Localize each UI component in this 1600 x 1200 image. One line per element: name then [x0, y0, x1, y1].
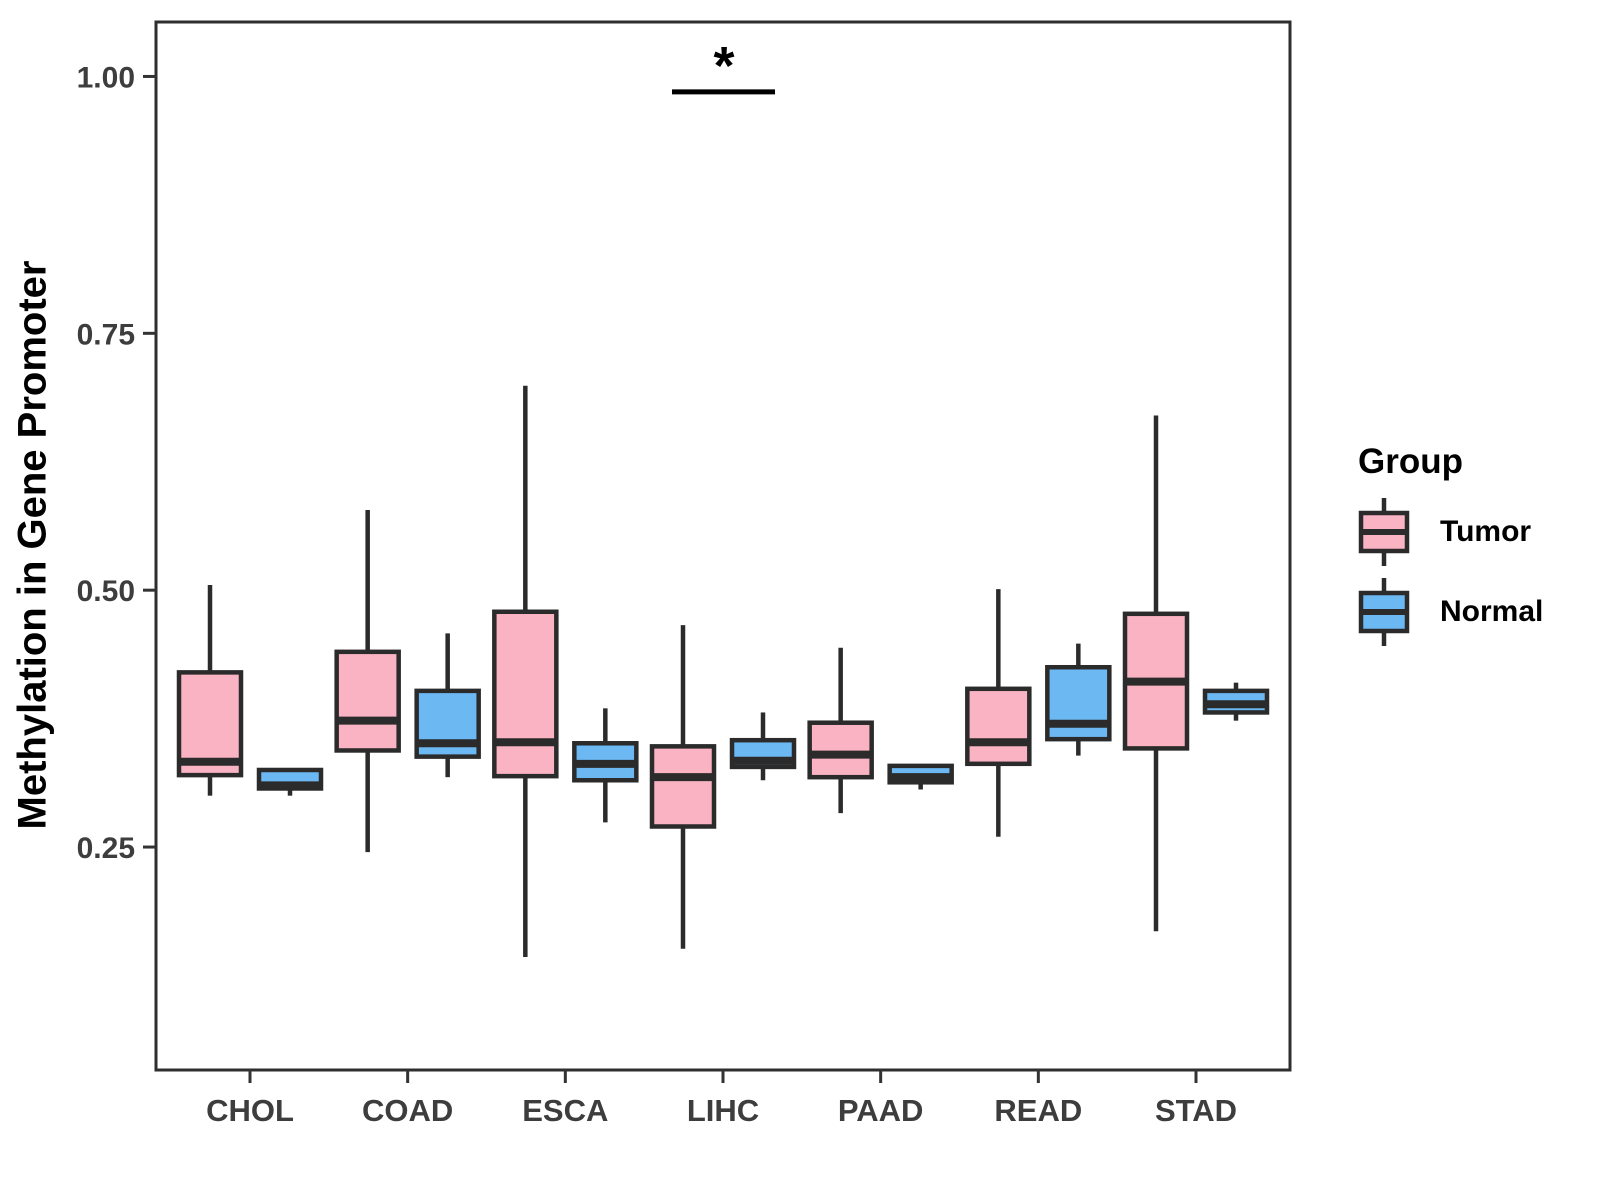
y-tick-label-0.50: 0.50 [77, 575, 135, 608]
box [334, 649, 401, 753]
boxplot-READ-Tumor [965, 589, 1032, 837]
boxplot-ESCA-Tumor [492, 385, 559, 957]
legend-item-tumor: Tumor [1356, 496, 1543, 568]
box [1045, 664, 1112, 742]
x-tick-label-CHOL: CHOL [206, 1093, 294, 1128]
legend-title: Group [1358, 442, 1463, 481]
legend-label-normal: Normal [1440, 595, 1544, 628]
boxplot-LIHC-Tumor [649, 625, 717, 949]
boxplot-READ-Normal [1045, 643, 1112, 756]
normal-boxplot-key-icon [1358, 578, 1410, 646]
y-axis-title: Methylation in Gene Promoter [10, 260, 55, 830]
boxplot-LIHC-Normal [729, 712, 797, 781]
significance-star: * [713, 36, 734, 96]
x-tick-label-ESCA: ESCA [522, 1093, 608, 1128]
y-tick-label-0.25: 0.25 [77, 832, 135, 865]
box [492, 609, 559, 779]
boxplot-PAAD-Tumor [807, 647, 874, 814]
boxplot-STAD-Tumor [1122, 415, 1190, 932]
boxplot-STAD-Normal [1202, 682, 1270, 721]
boxplot-COAD-Tumor [334, 510, 401, 853]
legend-item-normal: Normal [1356, 576, 1543, 648]
boxplot-CHOL-Tumor [176, 585, 244, 796]
box [649, 744, 717, 829]
tumor-boxplot-key-icon [1358, 498, 1410, 566]
x-tick-label-PAAD: PAAD [838, 1093, 924, 1128]
legend-label-tumor: Tumor [1440, 515, 1532, 548]
boxplot-CHOL-Normal [256, 767, 324, 796]
box [965, 686, 1032, 767]
boxplot-COAD-Normal [414, 633, 481, 778]
boxplot-PAAD-Normal [887, 763, 954, 790]
x-tick-label-LIHC: LIHC [687, 1093, 759, 1128]
x-tick-label-READ: READ [994, 1093, 1082, 1128]
legend: Group Tumor Normal [1356, 442, 1543, 656]
x-tick-label-STAD: STAD [1155, 1093, 1237, 1128]
y-tick-label-0.75: 0.75 [77, 318, 135, 351]
x-tick-label-COAD: COAD [362, 1093, 453, 1128]
y-tick-label-1.00: 1.00 [77, 61, 135, 94]
box [807, 720, 874, 780]
boxplot-ESCA-Normal [572, 708, 639, 823]
panel-border [154, 20, 1292, 1072]
